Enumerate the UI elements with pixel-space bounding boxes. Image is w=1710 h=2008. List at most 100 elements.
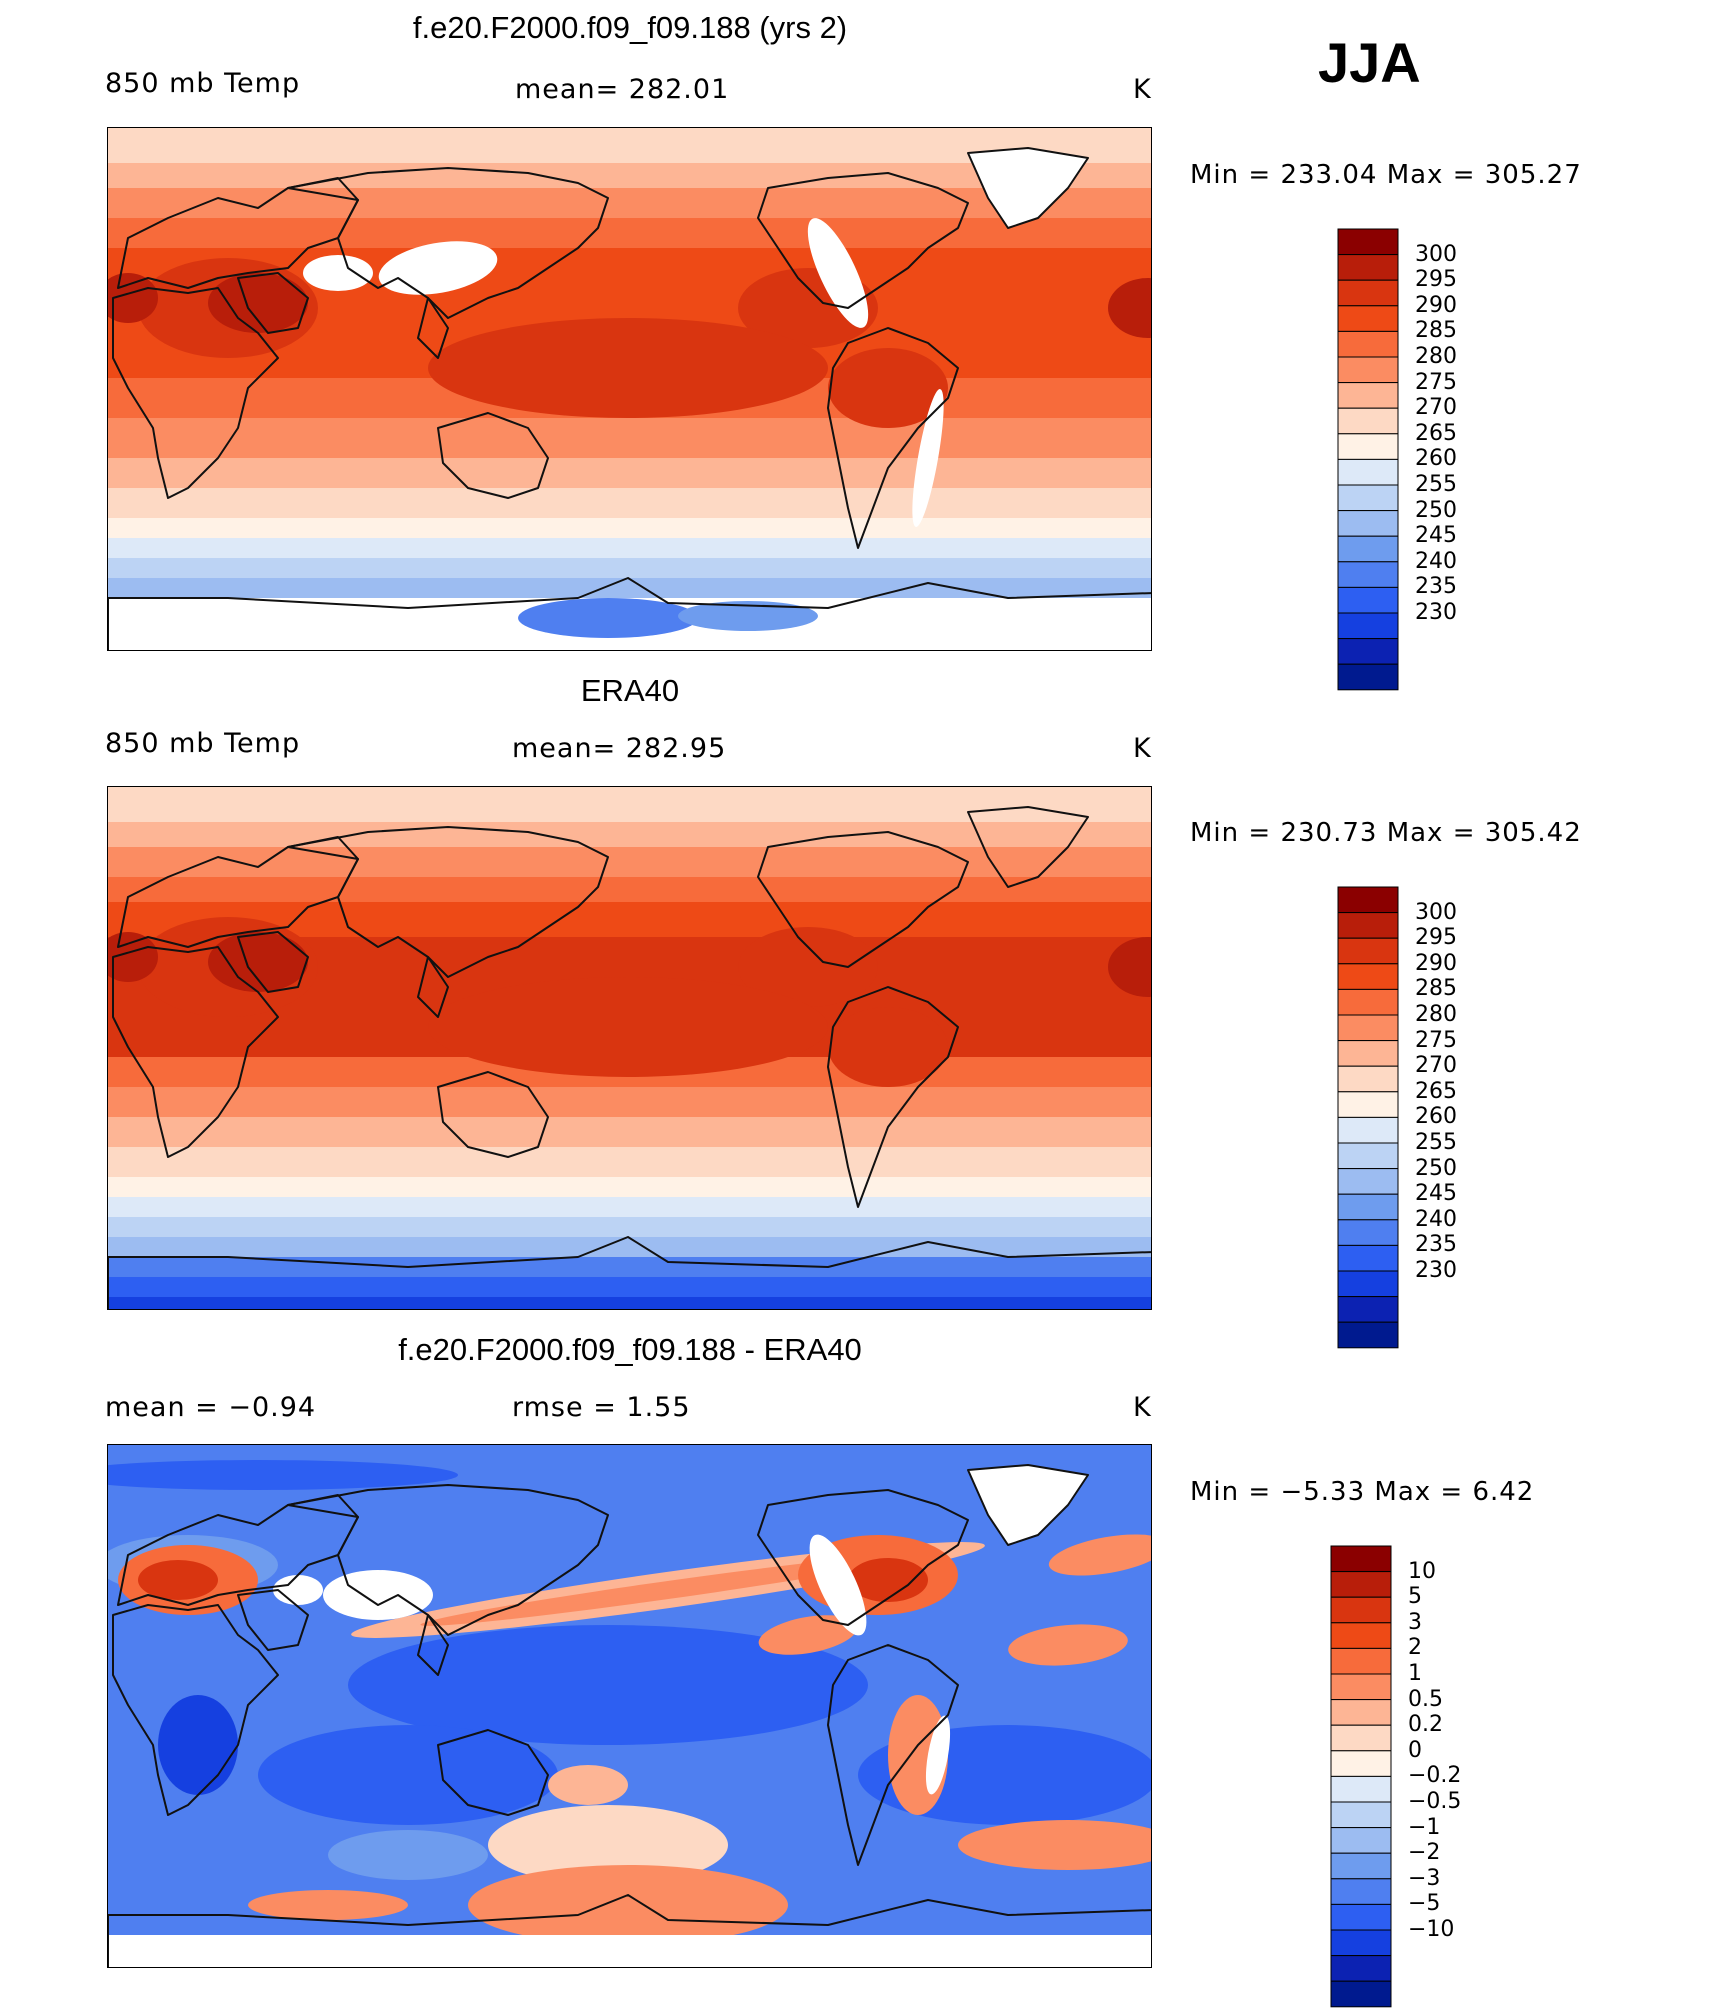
colorbar-tick-label: 275 [1415, 369, 1457, 395]
colorbar-tick-label: −3 [1408, 1865, 1441, 1891]
colorbar-tick-label: −0.5 [1408, 1789, 1462, 1814]
panel2-era40-map [107, 786, 1152, 1310]
colorbar-box [1337, 612, 1399, 640]
map-field [108, 1445, 1151, 1967]
colorbar-box [1337, 305, 1399, 332]
panel2-mean-label: mean= 282.95 [512, 733, 727, 764]
colorbar-tick-label: −1 [1408, 1814, 1441, 1840]
colorbar-box [1330, 1878, 1392, 1905]
colorbar-box [1337, 458, 1399, 486]
panel1-mean-label: mean= 282.01 [515, 74, 730, 105]
colorbar-tick-label: 250 [1415, 1155, 1457, 1181]
colorbar-box [1337, 988, 1399, 1016]
panel2-minmax: Min = 230.73 Max = 305.42 [1190, 818, 1582, 848]
panel1-minmax: Min = 233.04 Max = 305.27 [1190, 160, 1582, 190]
panel3-rmse-label: rmse = 1.55 [512, 1392, 691, 1423]
colorbar-tick-label: 270 [1415, 1053, 1457, 1079]
colorbar-tick-label: 285 [1415, 318, 1457, 344]
colorbar-tick-label: 2 [1408, 1635, 1422, 1661]
colorbar-box [1330, 1596, 1392, 1624]
colorbar-box [1337, 484, 1399, 512]
colorbar-tick-label: 230 [1415, 1258, 1457, 1283]
panel1-units: K [1133, 74, 1152, 105]
panel3-minmax: Min = −5.33 Max = 6.42 [1190, 1477, 1535, 1507]
colorbar-box [1337, 937, 1399, 965]
colorbar-box [1330, 1647, 1392, 1675]
panel3-units: K [1133, 1392, 1152, 1423]
colorbar-tick-label: 255 [1415, 472, 1457, 497]
map-field [108, 128, 1151, 650]
map-field [108, 787, 1151, 1309]
colorbar-tick-label: 300 [1415, 899, 1457, 925]
colorbar-tick-label: 0.5 [1408, 1686, 1443, 1712]
colorbar-box [1337, 433, 1399, 460]
colorbar-box [1337, 963, 1399, 990]
colorbar-tick-label: 235 [1415, 1232, 1457, 1258]
colorbar-tick-label: 260 [1415, 446, 1457, 472]
colorbar-tick-label: −5 [1408, 1891, 1441, 1917]
colorbar-tick-label: 1 [1408, 1661, 1422, 1686]
colorbar-box [1337, 1296, 1399, 1323]
colorbar-box [1337, 382, 1399, 409]
colorbar-box [1337, 886, 1399, 914]
colorbar-box [1330, 1724, 1392, 1752]
colorbar-tick-label: 245 [1415, 523, 1457, 549]
colorbar-tick-label: 290 [1415, 950, 1457, 976]
colorbar-tick-label: 235 [1415, 574, 1457, 600]
colorbar-tick-label: −0.2 [1408, 1763, 1462, 1789]
colorbar-tick-label: 3 [1408, 1609, 1422, 1635]
colorbar-box [1330, 1955, 1392, 1982]
colorbar-box [1337, 1040, 1399, 1067]
colorbar-box [1337, 356, 1399, 384]
colorbar-tick-label: −2 [1408, 1840, 1441, 1866]
colorbar-tick-label: 255 [1415, 1130, 1457, 1155]
colorbar-tick-label: 0 [1408, 1737, 1422, 1763]
colorbar-tick-label: 240 [1415, 548, 1457, 574]
colorbar-box [1330, 1673, 1392, 1701]
colorbar-box [1330, 1545, 1392, 1573]
colorbar-tick-label: 260 [1415, 1104, 1457, 1130]
colorbar-box [1337, 510, 1399, 537]
colorbar-tick-label: 280 [1415, 344, 1457, 369]
colorbar-box [1330, 1622, 1392, 1649]
colorbar-box [1337, 912, 1399, 939]
colorbar-tick-label: 275 [1415, 1027, 1457, 1053]
colorbar-box [1337, 1091, 1399, 1118]
colorbar-box [1337, 1168, 1399, 1195]
colorbar-box [1337, 1142, 1399, 1170]
colorbar-tick-label: 245 [1415, 1181, 1457, 1207]
colorbar-box [1337, 279, 1399, 307]
colorbar-box [1337, 1270, 1399, 1298]
colorbar-tick-label: −10 [1408, 1917, 1455, 1942]
colorbar-box [1330, 1852, 1392, 1880]
panel1-model-map [107, 127, 1152, 651]
colorbar-tick-label: 295 [1415, 925, 1457, 951]
colorbar-tick-label: 265 [1415, 1078, 1457, 1104]
colorbar-tick-label: 270 [1415, 395, 1457, 421]
colorbar-tick-label: 240 [1415, 1206, 1457, 1232]
panel3-title: f.e20.F2000.f09_f09.188 - ERA40 [398, 1332, 862, 1367]
panel3-difference-map [107, 1444, 1152, 1968]
panel2-units: K [1133, 733, 1152, 764]
colorbar-box [1337, 1014, 1399, 1042]
colorbar-tick-label: 250 [1415, 497, 1457, 523]
colorbar-box [1330, 1571, 1392, 1598]
colorbar-tick-label: 5 [1408, 1584, 1422, 1610]
colorbar-box [1337, 1321, 1399, 1349]
colorbar-tick-label: 0.2 [1408, 1712, 1443, 1738]
colorbar-box [1330, 1929, 1392, 1957]
colorbar-box [1337, 1193, 1399, 1221]
panel1-variable-label: 850 mb Temp [105, 68, 301, 99]
colorbar-box [1337, 1219, 1399, 1246]
panel3-mean-label: mean = −0.94 [105, 1392, 317, 1423]
colorbar-box [1337, 1065, 1399, 1093]
panel1-title: f.e20.F2000.f09_f09.188 (yrs 2) [412, 10, 848, 45]
colorbar-box [1337, 561, 1399, 588]
colorbar-box [1330, 1750, 1392, 1777]
colorbar-box [1330, 1980, 1392, 2008]
colorbar-box [1330, 1827, 1392, 1854]
colorbar-tick-label: 265 [1415, 420, 1457, 446]
colorbar-box [1337, 330, 1399, 358]
colorbar-box [1337, 663, 1399, 691]
colorbar-tick-label: 290 [1415, 292, 1457, 318]
